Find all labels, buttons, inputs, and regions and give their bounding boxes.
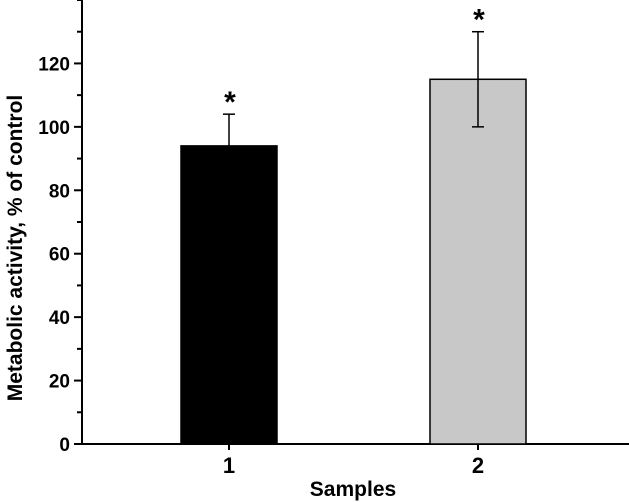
y-tick-label-40: 40 [49, 308, 70, 329]
y-tick-label-80: 80 [49, 181, 70, 202]
bar-1 [180, 145, 278, 445]
plot-area: 0 20 40 60 80 100 120 1 * 2 * [38, 0, 629, 478]
y-tick-label-20: 20 [49, 372, 70, 393]
significance-marker-1: * [224, 86, 236, 119]
bar-2 [429, 78, 527, 445]
y-tick-label-120: 120 [38, 54, 70, 75]
y-tick-label-0: 0 [59, 435, 70, 456]
x-tick-label-1: 1 [223, 453, 235, 478]
y-tick-label-100: 100 [38, 118, 70, 139]
x-tick-label-2: 2 [472, 453, 484, 478]
y-tick-label-60: 60 [49, 245, 70, 266]
x-axis-title: Samples [310, 478, 396, 501]
y-axis-title: Metabolic activity, % of control [4, 95, 27, 402]
significance-marker-2: * [473, 4, 485, 37]
